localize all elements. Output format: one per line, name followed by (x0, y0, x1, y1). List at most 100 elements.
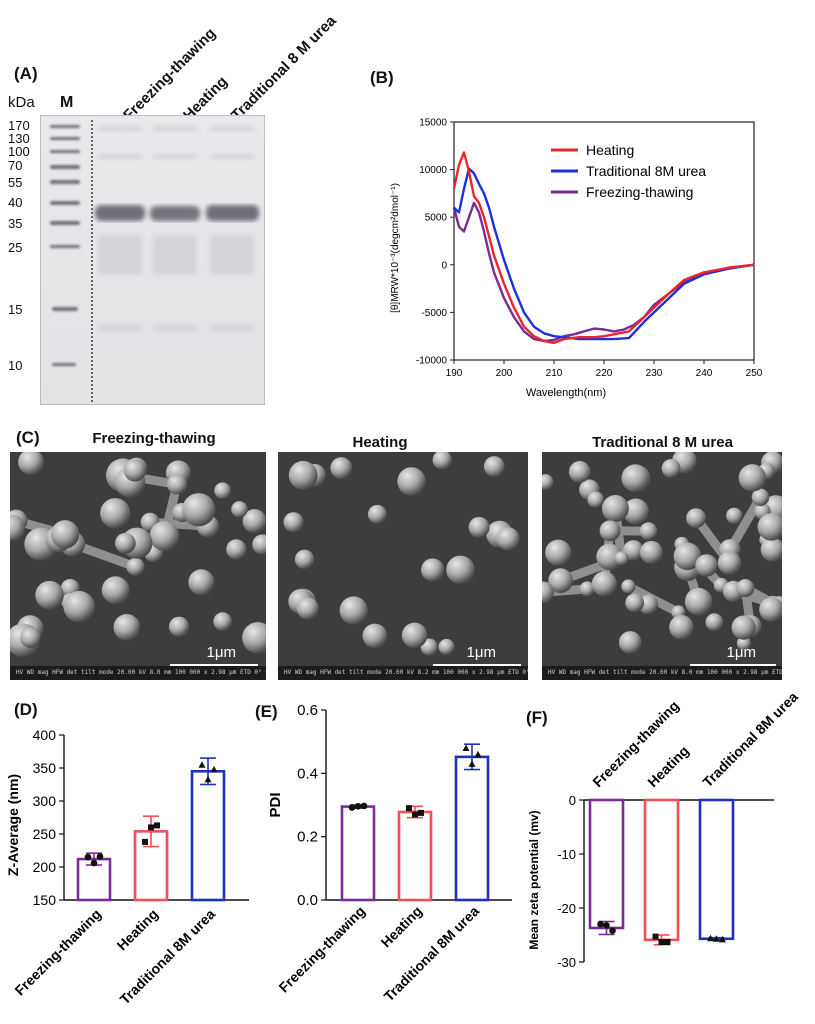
sem-image-heating: 1μm HV WD mag HFW det tilt mode 20.00 kV… (278, 452, 528, 680)
data-point (154, 822, 160, 829)
particle (35, 580, 64, 610)
particle (579, 581, 595, 597)
series-line-freezing-thawing (452, 201, 755, 343)
particle (296, 597, 319, 620)
y-tick-label: 0 (569, 793, 576, 808)
category-label: Heating (378, 903, 426, 951)
sem-info-bar: HV WD mag HFW det tilt mode 20.00 kV 8.2… (278, 666, 528, 680)
data-point (142, 838, 148, 845)
bar-heating (397, 810, 433, 902)
y-tick-label: -20 (557, 901, 576, 916)
category-label: Heating (114, 906, 162, 954)
particle (614, 551, 629, 566)
data-point (348, 804, 356, 811)
particle (639, 522, 658, 540)
particle (686, 508, 706, 529)
particle (10, 514, 26, 542)
particle (397, 467, 426, 496)
bar-traditional-8m-urea (454, 755, 490, 902)
particle (726, 507, 743, 525)
sem-title-urea: Traditional 8 M urea (592, 434, 733, 451)
scale-bar-label: 1μm (466, 644, 496, 661)
data-point (664, 939, 671, 946)
data-point (148, 824, 154, 831)
particle (283, 512, 304, 533)
marker-size: 130 (8, 131, 30, 146)
particle (367, 504, 387, 524)
particle (545, 539, 572, 566)
particle (673, 542, 702, 571)
particle (330, 457, 353, 479)
data-point (719, 935, 726, 943)
y-tick-label: -10000 (416, 356, 448, 367)
panel-c-label: (C) (16, 428, 40, 447)
panel-f-label: (F) (526, 708, 548, 727)
particle (591, 571, 617, 597)
particle (288, 460, 318, 490)
particle (421, 558, 445, 582)
particle (468, 516, 490, 538)
pdi-bar-chart: 0.0 0.2 0.4 0.6 PDI Freezing-thawing HeatingTr… (267, 702, 512, 1004)
particle (149, 521, 180, 551)
legend-label: Heating (586, 142, 634, 158)
particle (618, 631, 642, 654)
sem-info-bar: HV WD mag HFW det tilt mode 20.00 kV 8.0… (542, 666, 782, 680)
x-tick-label: 210 (546, 368, 563, 379)
particle (760, 537, 782, 562)
particle (446, 555, 475, 585)
particle (496, 527, 520, 551)
particle (542, 581, 554, 604)
particle (294, 549, 315, 569)
y-tick-label: 250 (33, 826, 57, 842)
z-average-bar-chart: 150 200 250 300 350 400 Z-Average (nm) Freezing… (5, 727, 249, 1008)
x-tick-label: 200 (496, 368, 513, 379)
panel-a-label: (A) (14, 64, 38, 83)
particle (717, 551, 742, 575)
sem-title-heating: Heating (352, 434, 408, 451)
data-point (412, 811, 418, 818)
data-point (84, 853, 92, 861)
x-tick-label: 230 (646, 368, 663, 379)
category-label: Traditional 8M urea (117, 906, 219, 1008)
marker-size: 70 (8, 158, 23, 173)
marker-size: 55 (8, 175, 23, 190)
y-tick-label: 150 (33, 892, 57, 908)
particle (123, 459, 147, 482)
particle (548, 568, 573, 593)
gel-image (40, 115, 265, 405)
category-label: Freezing-thawing (11, 906, 104, 999)
series-line-heating (452, 151, 755, 345)
particle (661, 459, 681, 478)
y-tick-label: 300 (33, 793, 57, 809)
data-point (96, 853, 104, 860)
legend-label: Traditional 8M urea (586, 163, 706, 179)
y-tick-label: 5000 (425, 213, 448, 224)
marker-size: 35 (8, 216, 23, 231)
panel-b-label: (B) (370, 68, 394, 87)
y-axis-label: PDI (267, 792, 284, 817)
particle (101, 576, 130, 604)
particle (731, 615, 756, 640)
sem-micrograph (542, 452, 782, 654)
marker-lane-label: M (60, 94, 74, 111)
particle (621, 579, 636, 594)
cd-spectrum-chart: 190 200 210 220 230 240 250 -10000 -5000 0 5000 100… (390, 118, 763, 400)
data-point (204, 775, 212, 783)
marker-size: 10 (8, 358, 23, 373)
y-axis-label: [θ]MRW*10⁻³(degcm²dmol⁻¹) (390, 183, 401, 313)
marker-size: 15 (8, 302, 23, 317)
sem-title-freezing-thawing: Freezing-thawing (92, 430, 216, 447)
data-point (354, 802, 362, 810)
particle (601, 495, 629, 522)
y-tick-label: 0 (441, 260, 447, 271)
particle (420, 638, 438, 656)
particle (483, 456, 505, 477)
particle (252, 534, 266, 555)
particle (621, 464, 650, 493)
particle (599, 520, 621, 542)
series-line-traditional-8m-urea (453, 167, 755, 341)
y-axis-label: Z-Average (nm) (5, 774, 21, 876)
x-axis-label: Wavelength(nm) (526, 387, 606, 399)
particle (587, 491, 604, 508)
